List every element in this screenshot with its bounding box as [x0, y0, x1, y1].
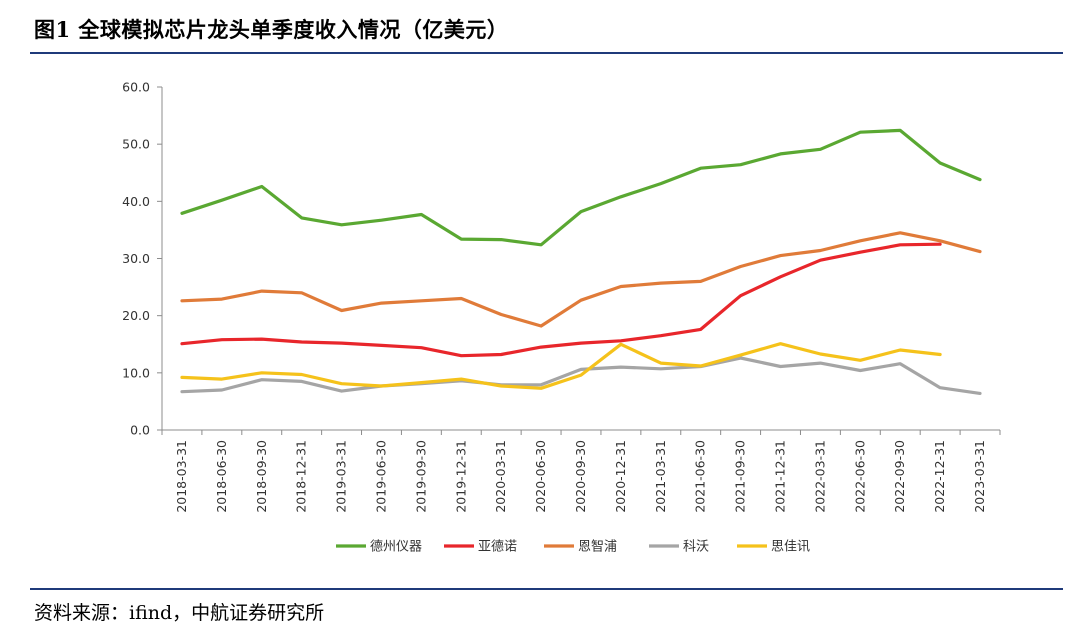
x-tick-label: 2020-03-31 [493, 440, 508, 513]
x-tick-label: 2021-03-31 [653, 440, 668, 513]
x-tick-label: 2022-06-30 [852, 440, 867, 513]
figure-title: 图1 全球模拟芯片龙头单季度收入情况（亿美元） [34, 17, 509, 42]
chart-series-lines [180, 128, 982, 395]
x-tick-label: 2018-09-30 [254, 440, 269, 513]
x-tick-label: 2021-09-30 [733, 440, 748, 513]
x-tick-label: 2022-09-30 [892, 440, 907, 513]
legend-label-1: 德州仪器 [370, 540, 422, 555]
chart-legend: 德州仪器 亚德诺 恩智浦 科沃 思佳讯 [336, 540, 810, 555]
y-tick-label: 50.0 [122, 137, 150, 152]
y-tick-label: 30.0 [122, 251, 150, 266]
series-line-4 [180, 356, 982, 395]
legend-label-3: 恩智浦 [578, 540, 617, 555]
x-tick-label: 2021-12-31 [773, 440, 788, 513]
top-rule [30, 52, 1063, 54]
x-tick-label: 2020-12-31 [613, 440, 628, 513]
x-tick-label: 2020-06-30 [533, 440, 548, 513]
x-tick-label: 2022-03-31 [812, 440, 827, 513]
y-tick-label: 10.0 [122, 365, 150, 380]
bottom-rule [30, 588, 1063, 590]
series-line-1 [180, 128, 982, 247]
x-tick-label: 2021-06-30 [693, 440, 708, 513]
x-tick-label: 2018-06-30 [214, 440, 229, 513]
series-line-2 [180, 242, 942, 358]
line-chart: 0.0 10.0 20.0 30.0 40.0 50.0 60.0 2018-03-31 201… [122, 80, 1001, 555]
x-tick-label: 2019-03-31 [334, 440, 349, 513]
legend-label-4: 科沃 [683, 540, 709, 555]
source-note: 资料来源：ifind，中航证券研究所 [34, 602, 325, 624]
x-tick-label: 2022-12-31 [932, 440, 947, 513]
x-tick-label: 2023-03-31 [972, 440, 987, 513]
chart-axes: 0.0 10.0 20.0 30.0 40.0 50.0 60.0 2018-03-31 201… [122, 80, 1001, 513]
x-tick-label: 2018-12-31 [294, 440, 309, 513]
y-tick-label: 60.0 [122, 80, 150, 95]
y-tick-label: 20.0 [122, 308, 150, 323]
legend-label-5: 思佳讯 [771, 540, 810, 555]
x-tick-label: 2019-06-30 [373, 440, 388, 513]
x-tick-label: 2020-09-30 [573, 440, 588, 513]
y-tick-label: 0.0 [130, 423, 150, 438]
x-tick-label: 2019-12-31 [453, 440, 468, 513]
legend-label-2: 亚德诺 [478, 540, 517, 555]
series-line-3 [180, 231, 982, 328]
y-tick-label: 40.0 [122, 194, 150, 209]
x-tick-label: 2018-03-31 [174, 440, 189, 513]
x-tick-label: 2019-09-30 [413, 440, 428, 513]
series-line-5 [180, 342, 942, 390]
